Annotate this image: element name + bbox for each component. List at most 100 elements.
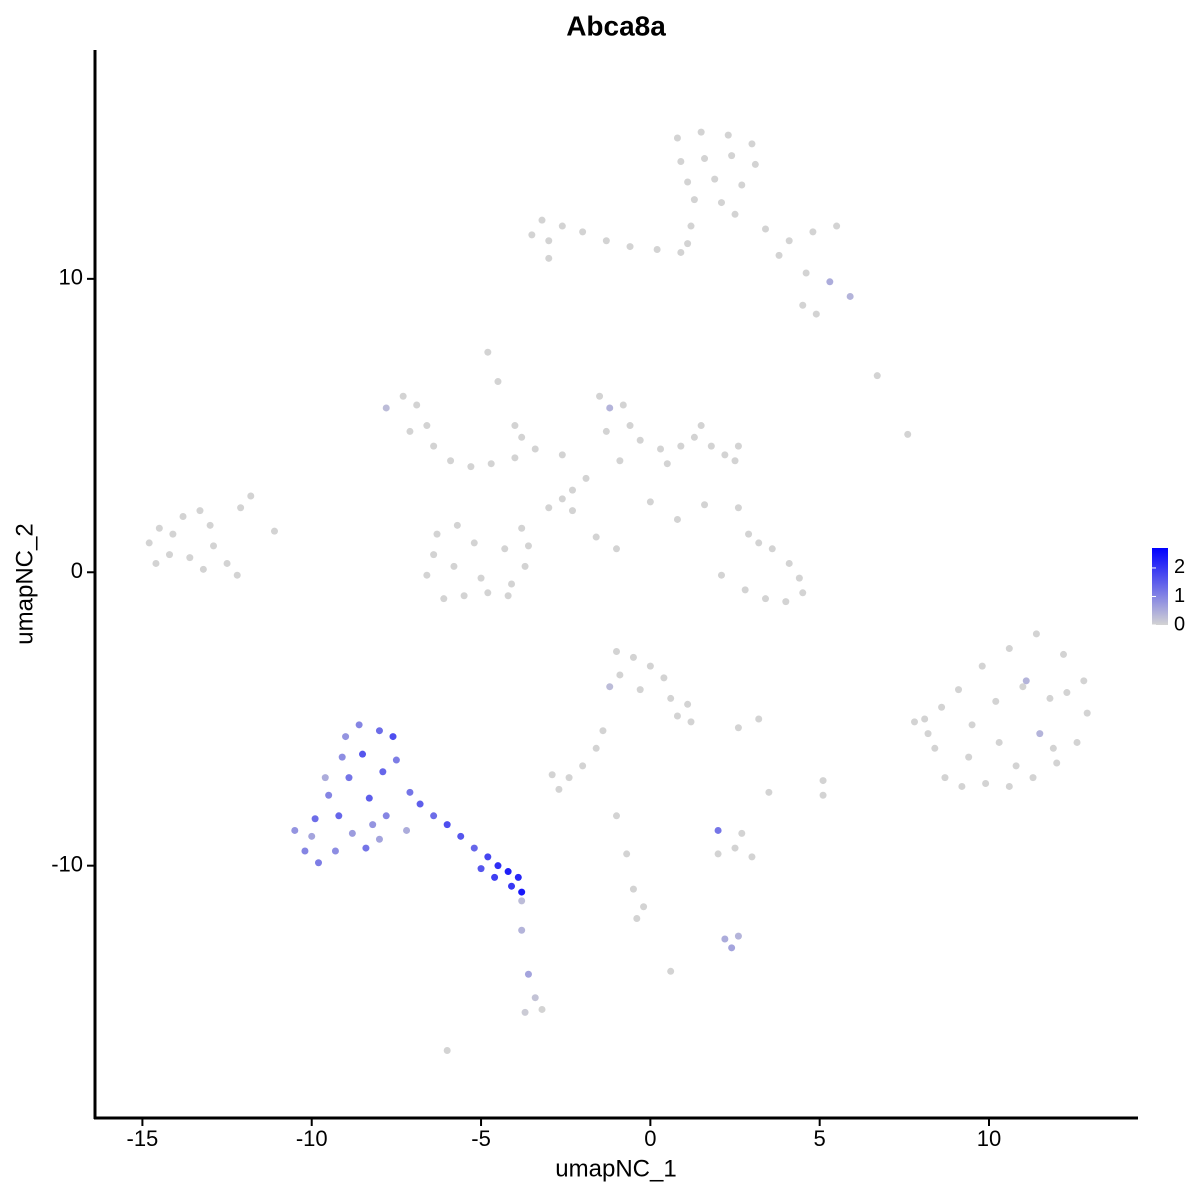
point — [440, 595, 448, 603]
x-tick-label: -5 — [471, 1126, 491, 1151]
point — [717, 571, 725, 579]
point — [430, 442, 438, 450]
point — [677, 442, 685, 450]
point — [555, 785, 563, 793]
point — [338, 753, 346, 761]
point — [673, 515, 681, 523]
point — [342, 733, 350, 741]
point — [613, 545, 620, 553]
point — [697, 422, 705, 430]
point — [548, 771, 556, 779]
point — [460, 592, 468, 600]
point — [538, 1005, 546, 1013]
point — [690, 196, 698, 204]
point — [504, 868, 512, 876]
point — [819, 777, 827, 785]
point — [565, 774, 573, 782]
point — [1049, 744, 1057, 752]
point — [521, 562, 529, 570]
point — [169, 530, 177, 538]
point — [738, 181, 746, 189]
point — [799, 301, 807, 309]
point — [626, 243, 634, 251]
point — [237, 504, 245, 512]
point — [484, 589, 492, 597]
point — [616, 457, 624, 465]
point — [728, 944, 736, 952]
point — [389, 733, 397, 741]
point — [186, 554, 194, 562]
point — [613, 647, 620, 655]
point — [741, 586, 749, 594]
point — [1053, 759, 1061, 767]
point — [1060, 650, 1067, 658]
point — [751, 160, 759, 168]
point — [707, 442, 715, 450]
point — [690, 433, 698, 441]
point — [684, 240, 692, 248]
point — [518, 433, 526, 441]
point — [619, 401, 627, 409]
point — [152, 559, 160, 567]
point — [311, 815, 319, 823]
point — [904, 430, 912, 438]
point — [1046, 694, 1054, 702]
point — [335, 812, 343, 820]
point — [558, 222, 566, 230]
point — [301, 847, 309, 855]
x-tick-label: -15 — [127, 1126, 159, 1151]
point — [413, 401, 421, 409]
point — [568, 507, 576, 515]
point — [738, 829, 746, 837]
point — [677, 248, 685, 256]
point — [992, 697, 1000, 705]
colorbar-label: 0 — [1174, 613, 1185, 635]
point — [846, 292, 854, 300]
point — [1036, 730, 1044, 738]
point — [423, 422, 431, 430]
point — [453, 521, 461, 529]
point — [667, 694, 675, 702]
point — [734, 504, 742, 512]
point — [467, 463, 475, 471]
x-tick-label: 5 — [814, 1126, 826, 1151]
point — [731, 457, 739, 465]
point — [155, 524, 163, 532]
point — [558, 495, 566, 503]
point — [734, 724, 742, 732]
point — [348, 829, 356, 837]
x-tick-label: 10 — [977, 1126, 1001, 1151]
point — [392, 756, 400, 764]
point — [416, 800, 424, 808]
point — [545, 254, 553, 262]
point — [196, 507, 204, 515]
point — [745, 530, 753, 538]
point — [731, 844, 739, 852]
point — [484, 348, 492, 356]
point — [545, 504, 553, 512]
point — [579, 228, 587, 236]
point — [558, 451, 566, 459]
point — [809, 228, 817, 236]
point — [1019, 683, 1027, 691]
point — [450, 562, 458, 570]
point — [955, 686, 963, 694]
point — [487, 460, 495, 468]
point — [633, 914, 641, 922]
point — [748, 853, 756, 861]
point — [501, 545, 509, 553]
x-tick-label: 0 — [644, 1126, 656, 1151]
point — [199, 565, 207, 573]
point — [724, 131, 732, 139]
point — [491, 873, 499, 881]
point — [531, 445, 539, 453]
point — [592, 533, 600, 541]
point — [717, 199, 725, 207]
point — [636, 436, 644, 444]
x-axis-title: umapNC_1 — [555, 1155, 676, 1182]
point — [477, 574, 485, 582]
point — [684, 700, 692, 708]
point — [1005, 645, 1013, 653]
point — [646, 498, 654, 506]
point — [484, 853, 492, 861]
